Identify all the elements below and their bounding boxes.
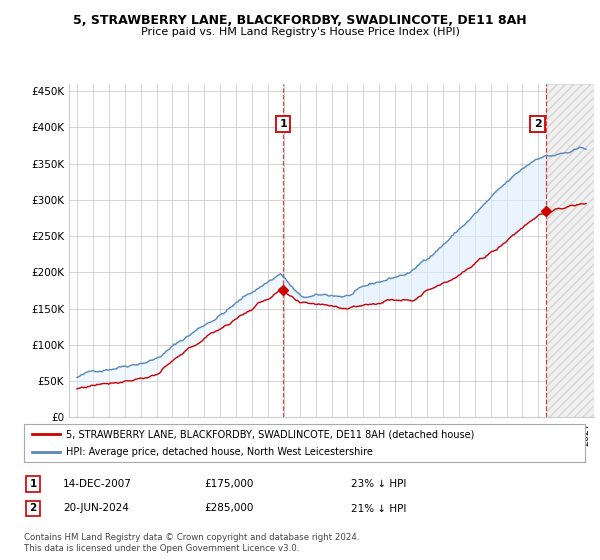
Text: Contains HM Land Registry data © Crown copyright and database right 2024.
This d: Contains HM Land Registry data © Crown c…	[24, 533, 359, 553]
Text: 14-DEC-2007: 14-DEC-2007	[63, 479, 132, 489]
Text: £285,000: £285,000	[204, 503, 253, 514]
Text: 1: 1	[279, 119, 287, 129]
Text: 1: 1	[29, 479, 37, 489]
Text: 2: 2	[29, 503, 37, 514]
Text: 5, STRAWBERRY LANE, BLACKFORDBY, SWADLINCOTE, DE11 8AH: 5, STRAWBERRY LANE, BLACKFORDBY, SWADLIN…	[73, 14, 527, 27]
Text: HPI: Average price, detached house, North West Leicestershire: HPI: Average price, detached house, Nort…	[66, 447, 373, 458]
Bar	[545, 84, 594, 417]
Text: 20-JUN-2024: 20-JUN-2024	[63, 503, 129, 514]
Text: 23% ↓ HPI: 23% ↓ HPI	[351, 479, 406, 489]
Bar	[545, 84, 594, 417]
Text: 2: 2	[534, 119, 542, 129]
Text: 21% ↓ HPI: 21% ↓ HPI	[351, 503, 406, 514]
Text: £175,000: £175,000	[204, 479, 253, 489]
Text: 5, STRAWBERRY LANE, BLACKFORDBY, SWADLINCOTE, DE11 8AH (detached house): 5, STRAWBERRY LANE, BLACKFORDBY, SWADLIN…	[66, 429, 475, 439]
Text: Price paid vs. HM Land Registry's House Price Index (HPI): Price paid vs. HM Land Registry's House …	[140, 27, 460, 37]
